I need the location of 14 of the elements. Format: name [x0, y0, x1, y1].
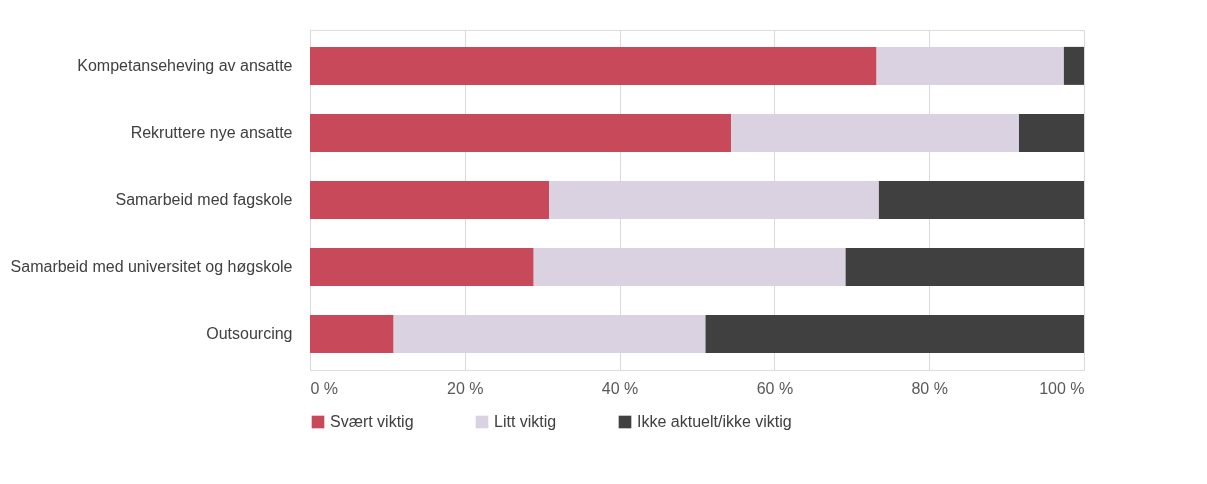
y-tick-label: Samarbeid med fagskole [115, 191, 293, 208]
legend-label: Ikke aktuelt/ikke viktig [637, 413, 792, 430]
x-tick-label: 0 % [310, 379, 339, 397]
x-tick-label: 60 % [756, 379, 794, 397]
y-tick-label: Kompetanseheving av ansatte [77, 56, 293, 74]
legend-label: Svært viktig [330, 413, 414, 430]
x-tick-label: 20 % [447, 379, 484, 397]
x-tick-label: 40 % [601, 379, 639, 397]
y-tick-label: Rekruttere nye ansatte [130, 123, 293, 141]
x-tick-label: 80 % [911, 379, 948, 397]
y-tick-label: Samarbeid med universitet og høgskole [10, 258, 293, 276]
y-tick-label: Outsourcing [206, 325, 293, 343]
legend-label: Litt viktig [494, 413, 557, 430]
x-tick-label: 100 % [1039, 379, 1085, 397]
